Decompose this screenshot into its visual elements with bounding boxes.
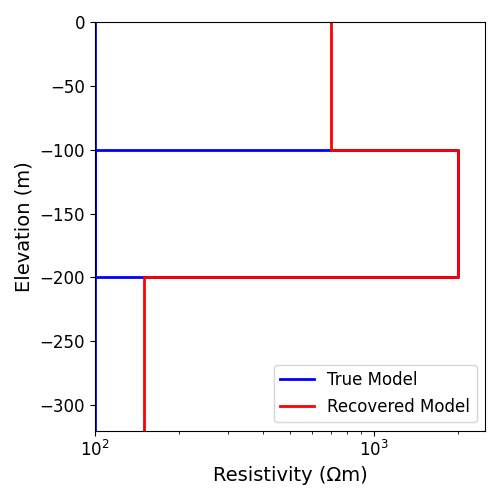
Recovered Model [455, 146, 461, 152]
Recovered Model [455, 274, 461, 280]
True Model [455, 274, 461, 280]
True Model [92, 146, 98, 152]
True Model [92, 274, 98, 280]
X-axis label: Resistivity (Ωm): Resistivity (Ωm) [212, 466, 368, 485]
Y-axis label: Elevation (m): Elevation (m) [15, 161, 34, 292]
Recovered Model [328, 19, 334, 25]
True Model [92, 428, 98, 434]
Recovered Model [141, 428, 147, 434]
Recovered Model [141, 274, 147, 280]
True Model [92, 19, 98, 25]
Line: True Model: True Model [95, 22, 458, 430]
Line: Recovered Model: Recovered Model [144, 22, 458, 430]
Legend: True Model, Recovered Model: True Model, Recovered Model [274, 364, 476, 422]
Recovered Model [328, 146, 334, 152]
True Model [455, 146, 461, 152]
